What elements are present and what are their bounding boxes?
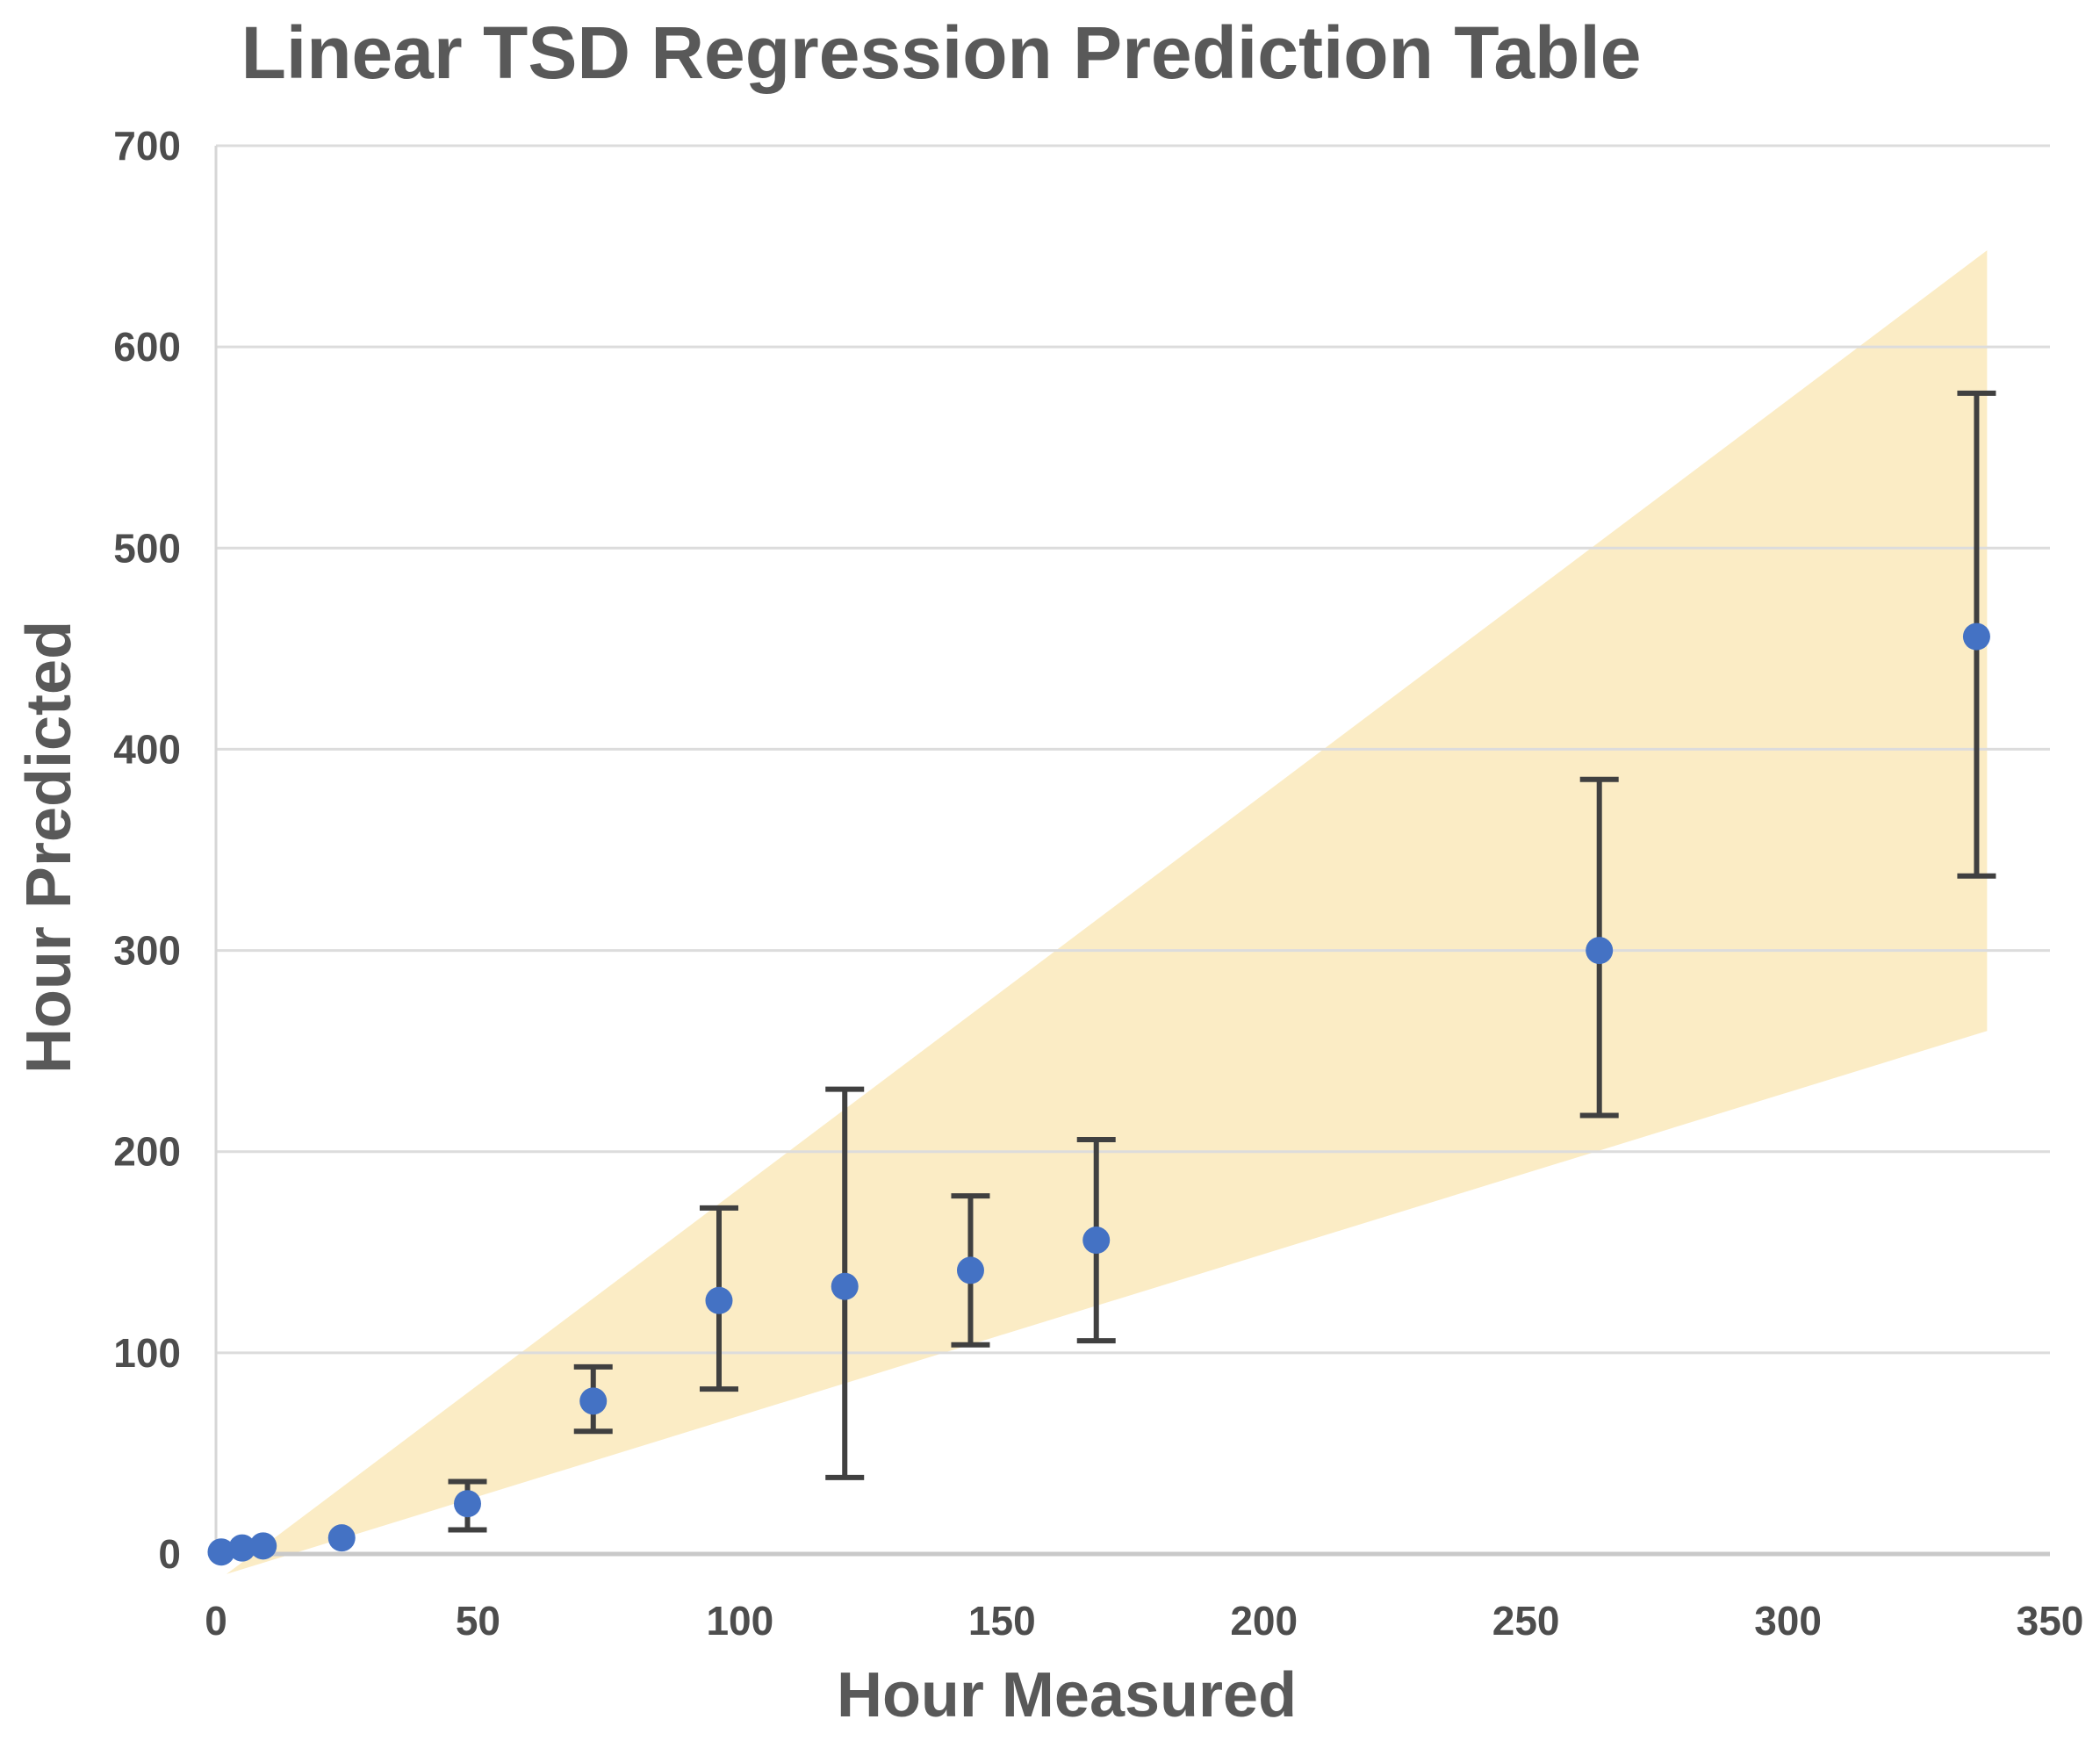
data-point: [453, 1490, 481, 1518]
x-axis-title: Hour Measured: [836, 1660, 1298, 1730]
x-tick-label: 0: [205, 1598, 227, 1644]
data-point: [1962, 622, 1990, 651]
data-point: [327, 1524, 356, 1552]
chart-title: Linear TSD Regression Prediction Table: [241, 11, 1642, 94]
data-point: [228, 1534, 256, 1562]
confidence-band: [226, 250, 1988, 1574]
y-tick-label: 400: [113, 726, 181, 772]
data-point: [956, 1256, 984, 1284]
data-point: [831, 1272, 859, 1300]
x-tick-label: 350: [2017, 1598, 2084, 1644]
data-point: [705, 1286, 733, 1314]
data-point: [249, 1532, 277, 1560]
y-tick-label: 100: [113, 1330, 181, 1376]
x-tick-label: 100: [706, 1598, 773, 1644]
y-tick-label: 700: [113, 123, 181, 169]
y-tick-label: 500: [113, 525, 181, 571]
y-tick-label: 600: [113, 324, 181, 370]
y-tick-label: 300: [113, 928, 181, 974]
y-tick-label: 200: [113, 1129, 181, 1175]
x-tick-label: 250: [1492, 1598, 1560, 1644]
data-point: [579, 1387, 608, 1415]
data-point: [1082, 1227, 1111, 1255]
x-tick-label: 150: [968, 1598, 1036, 1644]
data-point: [207, 1538, 235, 1566]
x-tick-label: 200: [1230, 1598, 1298, 1644]
x-tick-label: 50: [456, 1598, 500, 1644]
y-tick-label: 0: [158, 1531, 181, 1577]
x-tick-label: 300: [1754, 1598, 1822, 1644]
data-point: [1586, 937, 1614, 965]
